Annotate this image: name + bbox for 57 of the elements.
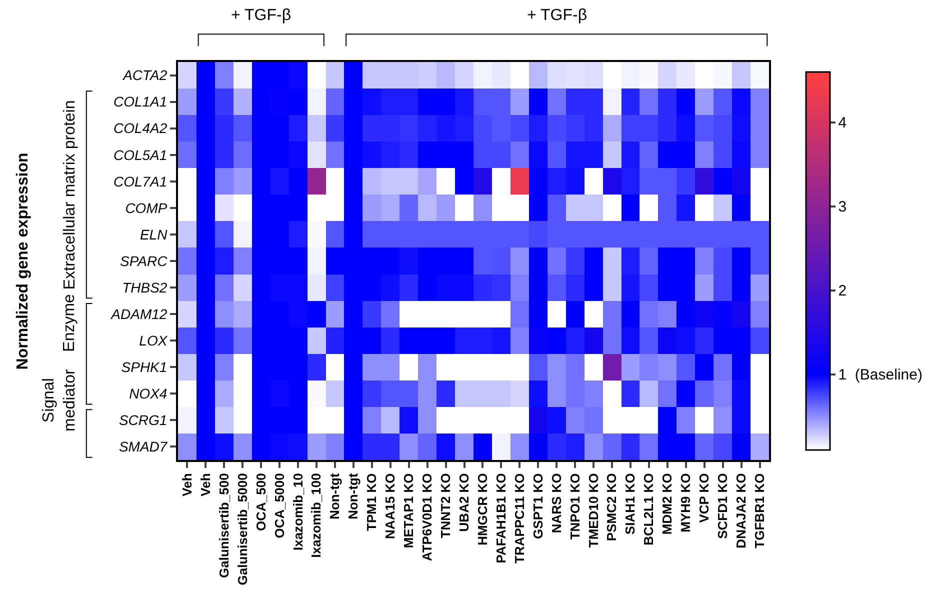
- x-tick-label: OCA_500: [253, 473, 268, 532]
- x-tick-label: SCFD1 KO: [715, 473, 730, 539]
- y-tick-label: SPARC: [120, 252, 168, 269]
- x-tick-label: TNNT2 KO: [438, 473, 454, 538]
- x-tick-label: PSMC2 KO: [604, 473, 620, 542]
- x-tick-label: METAP1 KO: [401, 473, 416, 548]
- x-tick-label: OCA_5000: [272, 473, 287, 538]
- color-bar-label: 4: [838, 114, 847, 132]
- text: Enzyme: [61, 294, 78, 352]
- color-bar-label: 3: [838, 198, 847, 216]
- x-tick-label: TRAPPC11 KO: [512, 473, 527, 564]
- x-tick-label: Galunisertib_500: [216, 473, 232, 578]
- y-tick-label: SMAD7: [118, 438, 168, 455]
- x-tick-label: SIAH1 KO: [622, 473, 638, 535]
- y-tick-label: SCRG1: [118, 412, 168, 428]
- x-tick-label: Veh: [198, 473, 213, 496]
- x-tick-label: Non-tgt: [327, 472, 342, 520]
- y-tick-label: NOX4: [129, 386, 168, 402]
- x-tick-label: BCL2L1 KO: [641, 473, 656, 546]
- x-tick-label: UBA2 KO: [456, 473, 472, 532]
- x-tick-label: NARS KO: [548, 473, 564, 534]
- x-tick-label: DNAJA2 KO: [734, 473, 749, 548]
- text: + TGF-β: [231, 7, 292, 24]
- y-tick-label: COMP: [125, 200, 168, 216]
- x-tick-label: Non-tgt: [346, 472, 361, 520]
- x-tick-label: MYH9 KO: [678, 473, 694, 532]
- y-tick-label: THBS2: [122, 279, 168, 296]
- color-bar-label: 1 (Baseline): [838, 366, 922, 384]
- y-tick-label: COL4A2: [113, 120, 168, 136]
- y-tick-label: COL7A1: [113, 173, 168, 190]
- x-tick-label: Galunisertib_5000: [234, 473, 250, 586]
- x-tick-label: TPM1 KO: [364, 473, 380, 531]
- text: Extracellular matrix protein: [61, 100, 78, 290]
- x-tick-label: HMGCR KO: [474, 473, 490, 546]
- x-tick-label: VCP KO: [696, 473, 712, 523]
- x-tick-label: Veh: [179, 473, 194, 496]
- x-tick-label: ATP6V0D1 KO: [420, 473, 435, 562]
- x-tick-label: TNPO1 KO: [567, 473, 582, 540]
- text: Signal mediator: [40, 368, 78, 432]
- y-tick-label: COL1A1: [113, 94, 168, 110]
- y-tick-label: SPHK1: [121, 359, 168, 376]
- y-axis-title: Normalized gene expression: [14, 152, 32, 370]
- x-tick-label: Ixazomib_10: [290, 473, 306, 551]
- x-tick-label: PAFAH1B1 KO: [493, 473, 508, 564]
- y-tick-label: COL5A1: [113, 146, 168, 163]
- y-tick-label: ADAM12: [110, 306, 168, 322]
- y-tick-label: ACTA2: [122, 67, 168, 84]
- x-tick-label: TMED10 KO: [586, 473, 601, 548]
- y-tick-label: LOX: [139, 332, 168, 348]
- text: + TGF-β: [527, 7, 588, 24]
- x-tick-label: MDM2 KO: [660, 473, 675, 535]
- x-tick-label: Ixazomib_100: [308, 473, 324, 558]
- color-bar-label: 2: [838, 282, 847, 300]
- x-tick-label: TGFBR1 KO: [752, 473, 767, 548]
- y-tick-label: ELN: [140, 226, 168, 242]
- x-tick-label: NAA15 KO: [382, 473, 398, 539]
- x-tick-label: GSPT1 KO: [530, 473, 546, 539]
